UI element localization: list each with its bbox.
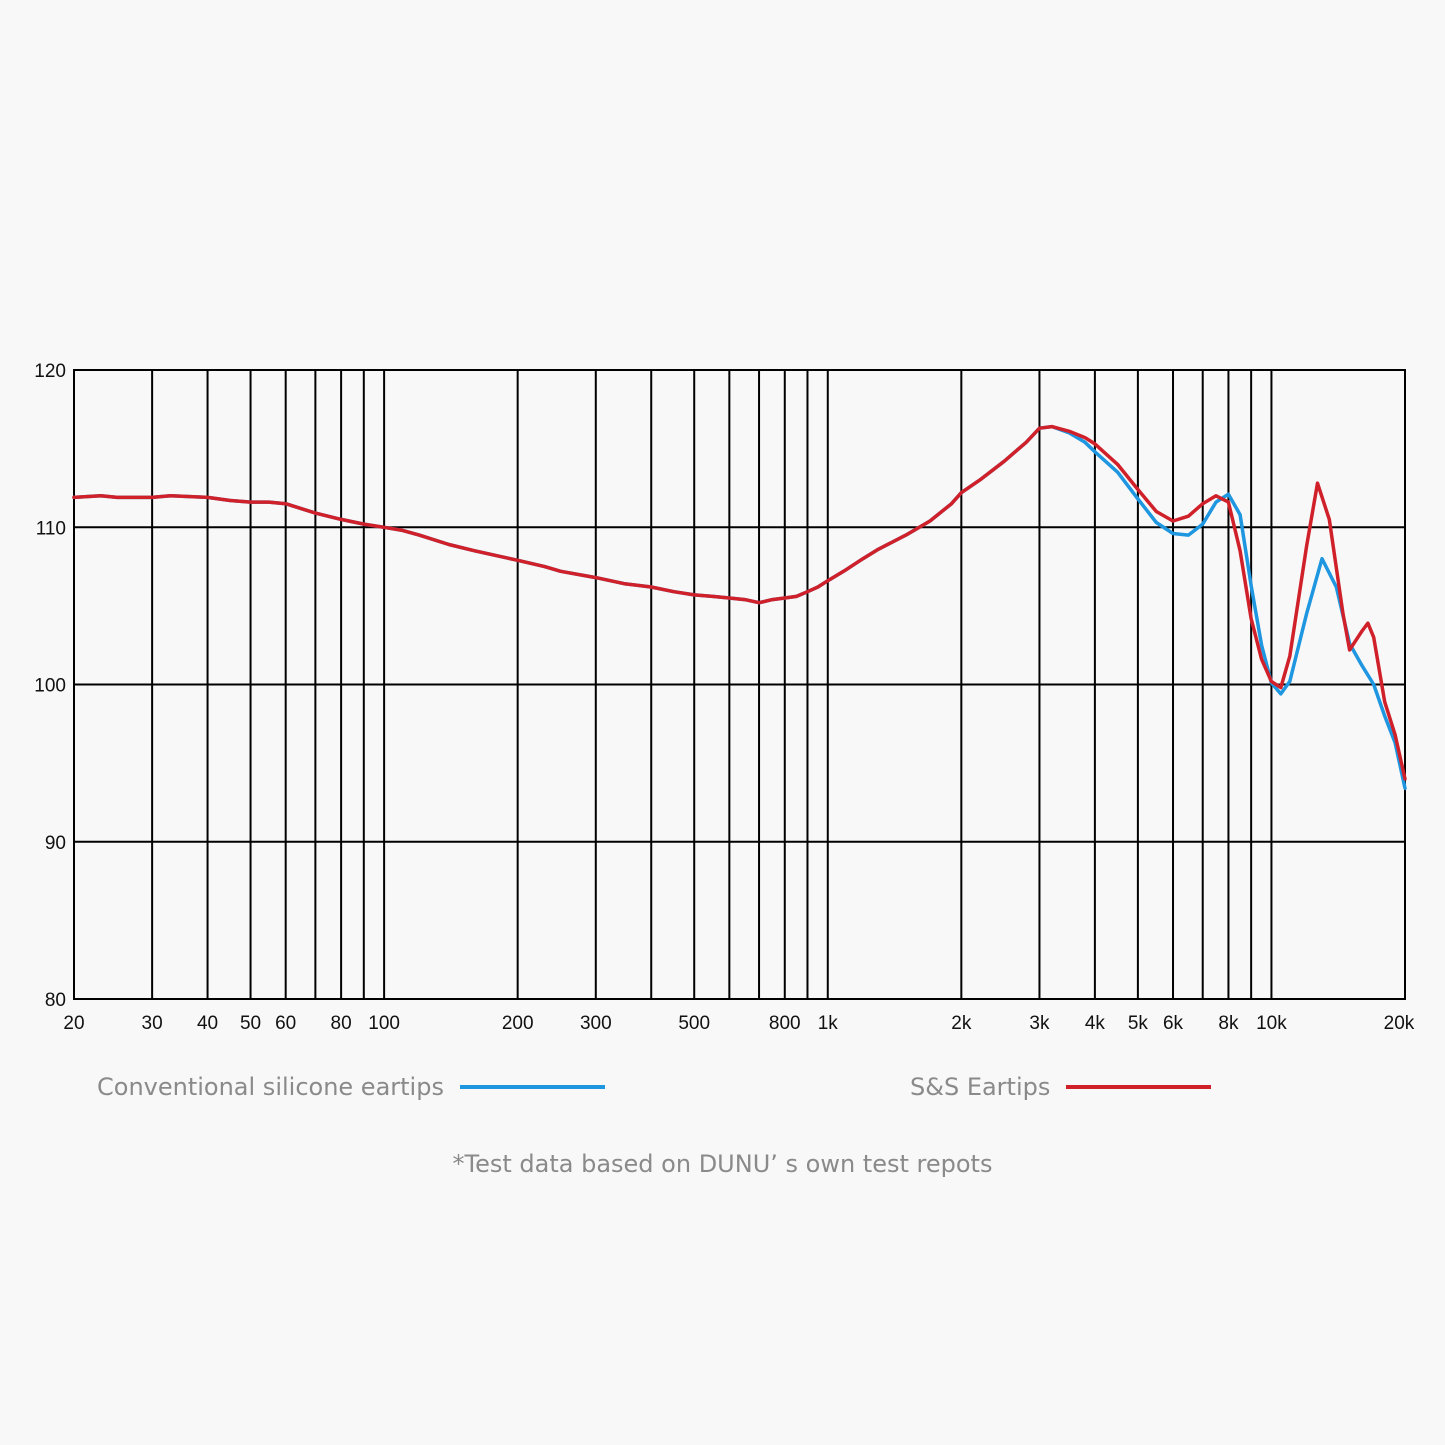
x-tick-label: 300 [580,1013,612,1034]
grid-layer [73,369,1406,1000]
legend-label-ss-eartips: S&S Eartips [910,1073,1051,1101]
y-tick-label: 120 [34,361,66,382]
x-tick-label: 800 [769,1013,801,1034]
x-tick-label: 30 [142,1013,163,1034]
x-tick-label: 4k [1085,1013,1106,1034]
legend-label-conventional: Conventional silicone eartips [97,1073,444,1101]
y-tick-label: 80 [45,990,66,1011]
tick-label-layer: 20 30 40 50 60 80 100 200 300 500 800 1k 2k 3k 4k 5k 6k 8… [34,361,1415,1034]
x-tick-label: 60 [275,1013,296,1034]
x-tick-label: 5k [1128,1013,1149,1034]
legend-item-conventional: Conventional silicone eartips [97,1073,605,1101]
x-tick-label: 2k [951,1013,972,1034]
plot-frame [73,369,1406,1000]
x-tick-label: 8k [1218,1013,1239,1034]
x-tick-label: 80 [331,1013,352,1034]
x-tick-label: 3k [1029,1013,1050,1034]
legend-swatch-ss-eartips [1066,1085,1212,1089]
legend-swatch-conventional [459,1085,605,1089]
x-tick-label: 1k [818,1013,839,1034]
x-tick-label: 6k [1163,1013,1184,1034]
x-tick-label: 20k [1384,1013,1415,1034]
footnote: *Test data based on DUNU’ s own test rep… [452,1150,993,1178]
x-tick-label: 40 [197,1013,218,1034]
y-tick-label: 110 [36,518,66,539]
x-tick-label: 10k [1256,1013,1287,1034]
x-tick-label: 200 [502,1013,534,1034]
x-tick-label: 20 [63,1013,84,1034]
x-tick-label: 50 [240,1013,261,1034]
x-tick-label: 100 [368,1013,400,1034]
series-line-ss-eartips [72,424,1407,781]
y-tick-label: 90 [45,833,66,854]
legend-item-ss-eartips: S&S Eartips [910,1073,1212,1101]
series-line-conventional [72,424,1407,791]
y-tick-label: 100 [34,676,66,697]
x-tick-label: 500 [678,1013,710,1034]
series-layer [72,424,1407,791]
